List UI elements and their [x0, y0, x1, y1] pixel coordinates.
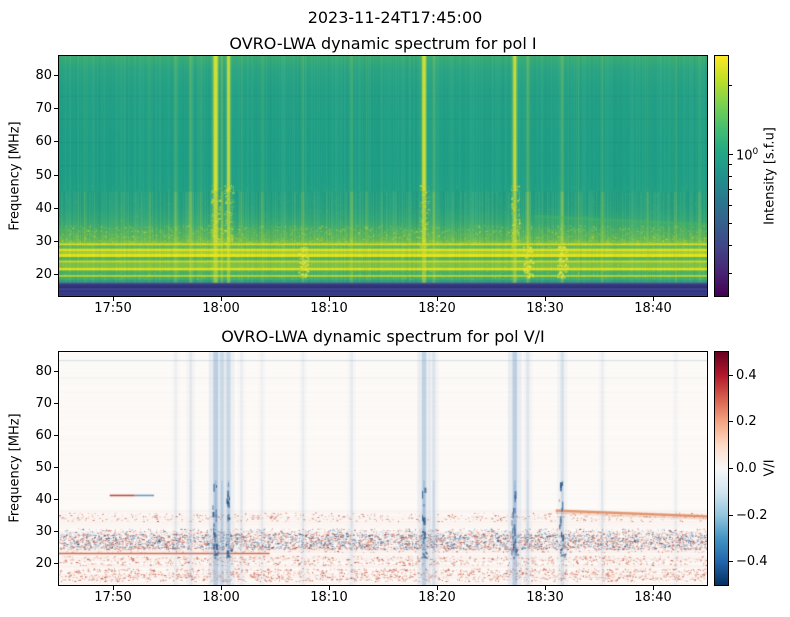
intensity-colorbar	[715, 56, 728, 296]
y-tick-mark	[54, 563, 58, 565]
x-tick-label: 17:50	[94, 590, 132, 605]
pol-vi-title: OVRO-LWA dynamic spectrum for pol V/I	[221, 327, 545, 346]
x-tick-label: 18:20	[418, 590, 456, 605]
y-tick-mark	[54, 273, 58, 275]
x-tick-label: 18:40	[634, 590, 672, 605]
colorbar-tick-label: −0.2	[736, 507, 768, 523]
colorbar-minor-tick	[729, 222, 732, 224]
colorbar-tick-label: 0.4	[736, 367, 757, 383]
x-tick-mark	[544, 586, 546, 590]
colorbar-tick	[729, 561, 733, 563]
y-tick-mark	[54, 499, 58, 501]
colorbar-tick-label: 0.2	[736, 414, 757, 430]
y-tick-mark	[54, 370, 58, 372]
x-tick-mark	[328, 297, 330, 301]
y-tick-mark	[54, 240, 58, 242]
y-tick-mark	[54, 207, 58, 209]
y-tick-mark	[54, 75, 58, 77]
colorbar-minor-tick	[729, 85, 732, 87]
x-tick-mark	[220, 297, 222, 301]
y-tick-label: 70	[35, 395, 52, 411]
pol-vi-spectrogram	[59, 352, 707, 585]
y-tick-label: 40	[35, 200, 52, 216]
y-tick-mark	[54, 531, 58, 533]
x-tick-mark	[652, 297, 654, 301]
y-tick-label: 30	[35, 233, 52, 249]
pol-i-title: OVRO-LWA dynamic spectrum for pol I	[229, 34, 537, 53]
y-tick-label: 60	[35, 134, 52, 150]
colorbar-minor-tick	[729, 189, 732, 191]
intensity-colorbar-frame	[714, 55, 729, 297]
y-tick-mark	[54, 467, 58, 469]
vi-colorbar-label: V/I	[762, 459, 778, 477]
colorbar-tick-label: 0.0	[736, 461, 757, 476]
y-tick-label: 50	[35, 460, 52, 476]
y-tick-label: 80	[35, 363, 52, 379]
y-tick-mark	[54, 402, 58, 404]
colorbar-minor-tick	[729, 204, 732, 206]
x-tick-mark	[220, 586, 222, 590]
x-tick-mark	[652, 586, 654, 590]
pol-i-spectrogram	[59, 56, 707, 296]
x-tick-mark	[112, 297, 114, 301]
y-tick-mark	[54, 174, 58, 176]
x-tick-label: 18:40	[634, 301, 672, 316]
figure-suptitle: 2023-11-24T17:45:00	[307, 8, 483, 27]
x-tick-mark	[544, 297, 546, 301]
x-tick-label: 18:20	[418, 301, 456, 316]
x-tick-mark	[436, 297, 438, 301]
x-tick-label: 18:10	[310, 301, 348, 316]
colorbar-tick-label: −0.4	[736, 554, 768, 570]
colorbar-tick	[729, 468, 733, 469]
x-tick-mark	[436, 586, 438, 590]
y-tick-label: 40	[35, 492, 52, 508]
x-tick-mark	[112, 586, 114, 590]
x-tick-label: 18:10	[310, 590, 348, 605]
x-tick-label: 18:00	[202, 301, 240, 316]
y-tick-label: 30	[35, 524, 52, 540]
y-tick-label: 70	[35, 101, 52, 117]
y-tick-mark	[54, 434, 58, 436]
y-tick-label: 50	[35, 167, 52, 183]
intensity-colorbar-label: Intensity [s.f.u]	[762, 127, 778, 225]
colorbar-major-tick	[729, 153, 733, 155]
colorbar-major-tick-label: 100	[736, 147, 759, 164]
colorbar-tick	[729, 421, 733, 423]
colorbar-minor-tick	[729, 176, 732, 178]
x-tick-label: 17:50	[94, 301, 132, 316]
vi-colorbar	[715, 352, 728, 585]
colorbar-tick	[729, 514, 733, 516]
y-tick-label: 80	[35, 68, 52, 84]
y-tick-label: 20	[35, 556, 52, 572]
y-tick-label: 60	[35, 427, 52, 443]
colorbar-minor-tick	[729, 164, 732, 166]
colorbar-minor-tick	[729, 244, 732, 246]
vi-colorbar-frame	[714, 351, 729, 586]
x-tick-label: 18:30	[526, 590, 564, 605]
y-tick-mark	[54, 141, 58, 143]
x-tick-mark	[328, 586, 330, 590]
x-tick-label: 18:00	[202, 590, 240, 605]
colorbar-minor-tick	[729, 273, 732, 275]
x-tick-label: 18:30	[526, 301, 564, 316]
y-tick-label: 20	[35, 266, 52, 282]
y-tick-mark	[54, 108, 58, 110]
colorbar-tick	[729, 374, 733, 376]
